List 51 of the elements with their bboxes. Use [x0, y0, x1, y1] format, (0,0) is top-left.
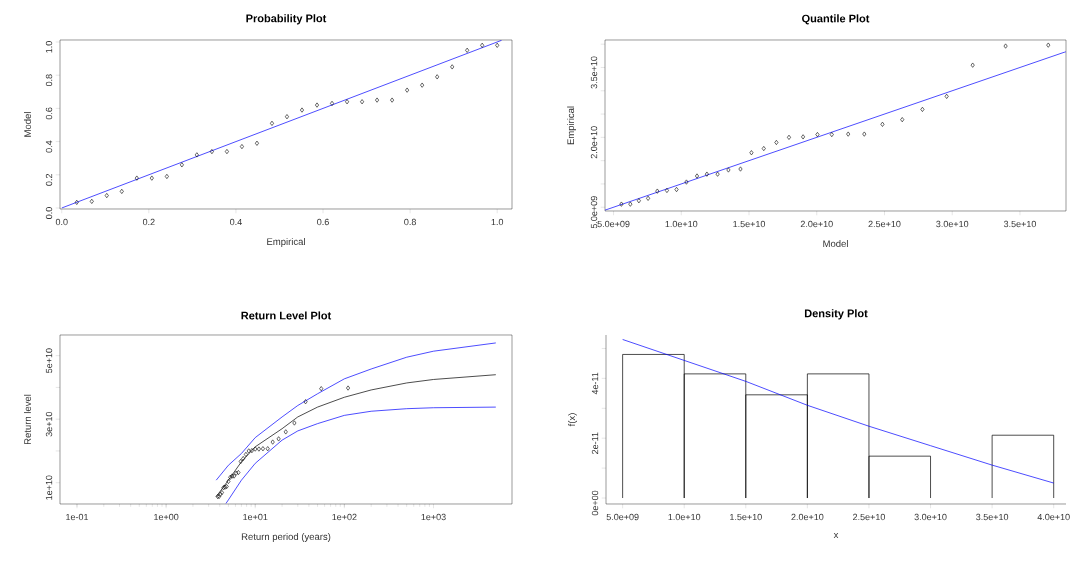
x-tick-label: 1e-01: [66, 513, 89, 521]
y-tick-label: 0.4: [45, 140, 53, 153]
x-tick-label: 0.0: [55, 218, 68, 226]
x-tick-label: 5.0e+09: [606, 513, 639, 521]
y-tick-label: 0.8: [45, 74, 53, 87]
y-tick-label: 0e+00: [591, 490, 599, 516]
x-tick-label: 1e+02: [332, 513, 357, 521]
y-tick-label: 3e+10: [45, 411, 53, 437]
x-tick-label: 1.0: [491, 218, 504, 226]
chart-title: Return Level Plot: [241, 311, 332, 320]
x-tick-label: 2.0e+10: [800, 220, 833, 228]
y-tick-label: 5e+10: [45, 348, 53, 373]
y-tick-label: 1.0: [45, 41, 53, 53]
x-tick-label: 1e+03: [421, 513, 446, 521]
y-axis-title: Return level: [23, 394, 31, 445]
x-axis-title: x: [833, 533, 839, 539]
x-tick-label: 3.5e+10: [976, 513, 1009, 521]
x-tick-label: 0.6: [317, 218, 329, 226]
y-axis-title: f(x): [568, 413, 577, 427]
x-tick-label: 0.4: [230, 218, 242, 226]
x-tick-label: 5.0e+09: [597, 220, 630, 228]
x-axis-title: Model: [823, 240, 848, 248]
x-tick-label: 0.8: [404, 218, 416, 226]
x-tick-label: 1.5e+10: [730, 513, 762, 521]
x-tick-label: 1.0e+10: [665, 220, 698, 228]
y-tick-label: 2e-11: [591, 432, 599, 454]
y-tick-label: 4e-11: [591, 372, 599, 395]
x-tick-label: 3.5e+10: [1003, 220, 1036, 228]
y-tick-label: 1e+10: [45, 475, 53, 500]
y-tick-label: 0.2: [45, 174, 53, 186]
x-tick-label: 2.5e+10: [853, 513, 885, 521]
chart-title: Probability Plot: [246, 14, 327, 25]
x-tick-label: 2.0e+10: [791, 513, 824, 521]
y-tick-label: 3.5e+10: [590, 56, 598, 89]
y-tick-label: 2.0e+10: [590, 126, 598, 159]
y-tick-label: 0.6: [45, 107, 53, 120]
y-axis-title: Model: [23, 112, 31, 137]
x-axis-title: Return period (years): [241, 533, 331, 542]
x-tick-label: 1e+00: [154, 513, 179, 521]
x-tick-label: 0.2: [142, 218, 155, 226]
x-tick-label: 3.0e+10: [914, 513, 947, 521]
x-tick-label: 3.0e+10: [936, 220, 969, 228]
x-tick-label: 2.5e+10: [868, 220, 901, 228]
chart-title: Density Plot: [804, 309, 868, 320]
chart-title: Quantile Plot: [802, 14, 870, 25]
x-tick-label: 4.0e+10: [1037, 513, 1070, 521]
x-tick-label: 1e+01: [243, 513, 268, 521]
x-tick-label: 1.5e+10: [733, 220, 766, 228]
y-axis-title: Empirical: [567, 106, 576, 145]
x-tick-label: 1.0e+10: [668, 513, 701, 521]
x-axis-title: Empirical: [267, 238, 305, 247]
